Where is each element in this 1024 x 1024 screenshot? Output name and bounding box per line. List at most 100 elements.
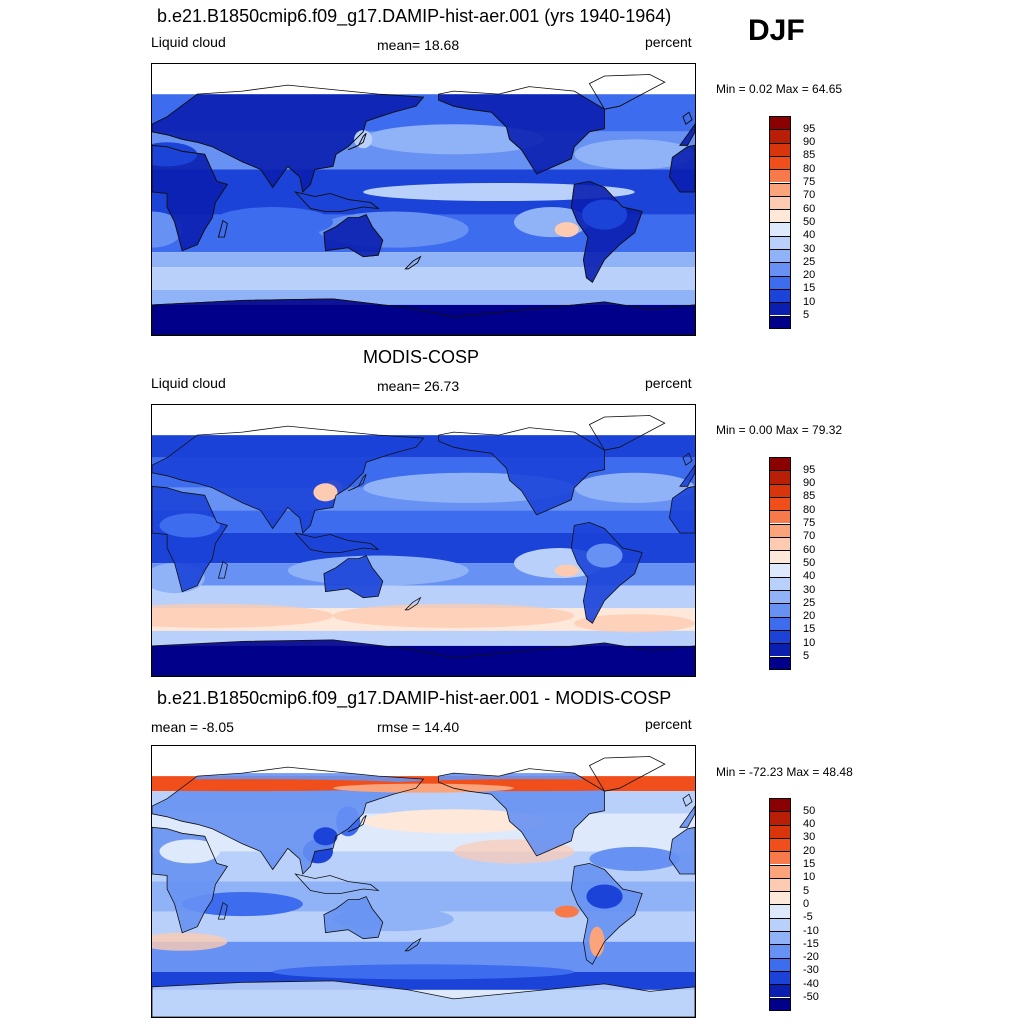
- colorbar-swatch: [769, 523, 791, 537]
- colorbar-swatch: [769, 496, 791, 511]
- colorbar-tick-label: 80: [803, 503, 816, 516]
- colorbar-tick-label: 5: [803, 884, 810, 897]
- colorbar-tick-label: 30: [803, 831, 816, 844]
- colorbar-tick-label: 70: [803, 189, 816, 202]
- colorbar-tick-label: 30: [803, 242, 816, 255]
- panel-1-minmax: Min = 0.02 Max = 64.65: [716, 82, 843, 96]
- colorbar-swatch: [769, 997, 791, 1011]
- panel-1-mean-label: mean= 18.68: [377, 37, 460, 53]
- colorbar-swatch: [769, 837, 791, 852]
- colorbar-tick-label: -40: [803, 977, 819, 990]
- colorbar-swatch: [769, 957, 791, 971]
- colorbar-tick-label: 75: [803, 517, 816, 529]
- colorbar-tick-label: 5: [803, 309, 810, 321]
- colorbar-swatch: [769, 195, 791, 210]
- panel-3-rmse-label: rmse = 14.40: [377, 719, 460, 735]
- panel-2-map: [151, 404, 696, 677]
- colorbar-swatch: [769, 536, 791, 551]
- colorbar-tick-label: 70: [803, 530, 816, 543]
- colorbar-swatch: [769, 590, 791, 604]
- colorbar-swatch: [769, 904, 791, 918]
- colorbar-tick-label: 10: [803, 871, 816, 884]
- colorbar-swatch: [769, 129, 791, 143]
- panel-1-map: [151, 63, 696, 336]
- panel-3-map: [151, 745, 696, 1018]
- colorbar-swatch: [769, 169, 791, 183]
- colorbar-tick-label: 25: [803, 255, 816, 268]
- colorbar-swatch: [769, 262, 791, 276]
- colorbar-tick-label: 15: [803, 282, 816, 295]
- colorbar-swatch: [769, 824, 791, 838]
- colorbar-tick-label: 10: [803, 295, 816, 308]
- panel-2-mean-label: mean= 26.73: [377, 378, 460, 394]
- colorbar-swatch: [769, 877, 791, 892]
- colorbar-tick-label: 50: [803, 804, 816, 817]
- colorbar-frame: [769, 798, 791, 1011]
- colorbar-tick-label: 40: [803, 818, 816, 831]
- colorbar-swatch: [769, 222, 791, 236]
- panel-2-minmax: Min = 0.00 Max = 79.32: [716, 423, 843, 437]
- panel-3-minmax: Min = -72.23 Max = 48.48: [716, 765, 853, 779]
- colorbar-tick-label: 85: [803, 490, 816, 503]
- colorbar-swatch: [769, 603, 791, 617]
- colorbar-tick-label: -50: [803, 991, 819, 1003]
- colorbar-swatch: [769, 249, 791, 263]
- colorbar-tick-label: -10: [803, 924, 819, 937]
- colorbar-tick-label: 25: [803, 596, 816, 609]
- colorbar-swatch: [769, 302, 791, 316]
- panel-3-title: b.e21.B1850cmip6.f09_g17.DAMIP-hist-aer.…: [157, 688, 672, 708]
- colorbar-tick-label: 20: [803, 844, 816, 857]
- colorbar-swatch: [769, 155, 791, 170]
- colorbar-frame: [769, 116, 791, 329]
- colorbar-swatch: [769, 643, 791, 657]
- colorbar-swatch: [769, 931, 791, 945]
- colorbar-tick-label: -5: [803, 911, 813, 924]
- colorbar-tick-label: 40: [803, 229, 816, 242]
- panel-2-variable-label: Liquid cloud: [151, 375, 226, 391]
- colorbar-tick-label: 50: [803, 556, 816, 569]
- colorbar-swatch: [769, 629, 791, 644]
- colorbar-swatch: [769, 550, 791, 564]
- colorbar-swatch: [769, 864, 791, 878]
- colorbar-swatch: [769, 483, 791, 497]
- colorbar-tick-label: 50: [803, 215, 816, 228]
- colorbar-swatch: [769, 616, 791, 630]
- colorbar-tick-label: 0: [803, 897, 810, 910]
- colorbar-swatch: [769, 235, 791, 249]
- colorbar-tick-label: -30: [803, 964, 819, 977]
- colorbar-swatch: [769, 209, 791, 223]
- colorbar-swatch: [769, 970, 791, 985]
- colorbar-tick-label: -15: [803, 937, 819, 950]
- colorbar-swatch: [769, 851, 791, 865]
- colorbar-tick-label: 20: [803, 610, 816, 623]
- colorbar-tick-label: 90: [803, 477, 816, 490]
- panel-3-colorbar: 50 40 30 20 15 10 5 0 -5 -10 -15 -20 -30 -40 -50: [769, 798, 829, 1011]
- colorbar-tick-label: 95: [803, 122, 816, 135]
- colorbar-tick-label: 5: [803, 650, 810, 662]
- colorbar-tick-label: 80: [803, 162, 816, 175]
- colorbar-tick-label: 15: [803, 858, 816, 870]
- colorbar-swatch: [769, 315, 791, 329]
- colorbar-swatch: [769, 288, 791, 303]
- colorbar-tick-label: 20: [803, 269, 816, 282]
- colorbar-tick-label: 95: [803, 463, 816, 476]
- colorbar-swatch: [769, 891, 791, 905]
- panel-1-colorbar: 95 90 85 80 75 70 60 50 40 30 25 20 15 10 5: [769, 116, 829, 329]
- colorbar-swatch: [769, 510, 791, 524]
- colorbar-swatch: [769, 182, 791, 196]
- colorbar-swatch: [769, 470, 791, 484]
- colorbar-swatch: [769, 275, 791, 289]
- colorbar-swatch: [769, 563, 791, 577]
- colorbar-tick-label: 60: [803, 543, 816, 556]
- colorbar-swatch: [769, 811, 791, 825]
- colorbar-tick-label: 15: [803, 623, 816, 636]
- colorbar-tick-label: 85: [803, 149, 816, 162]
- colorbar-tick-label: 60: [803, 202, 816, 215]
- panel-3-units-label: percent: [645, 716, 692, 732]
- panel-2-colorbar: 95 90 85 80 75 70 60 50 40 30 25 20 15 10 5: [769, 457, 829, 670]
- colorbar-swatch: [769, 917, 791, 931]
- colorbar-tick-label: 10: [803, 636, 816, 649]
- colorbar-swatch: [769, 656, 791, 670]
- colorbar-swatch: [769, 944, 791, 958]
- season-label: DJF: [748, 14, 805, 47]
